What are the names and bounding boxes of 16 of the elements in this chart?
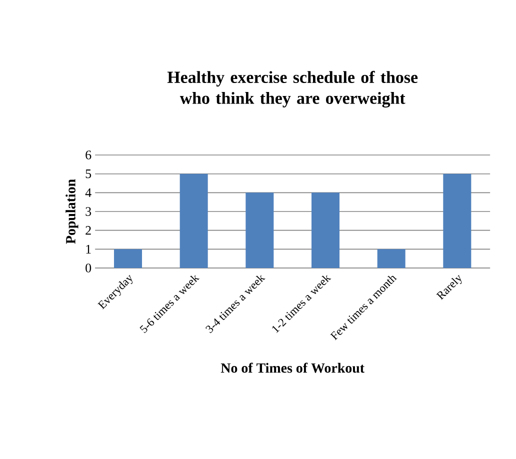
x-axis-title: No of Times of Workout [220,362,364,373]
y-tick-label: 4 [85,188,92,197]
bar [443,174,472,268]
y-axis-title: Population [66,179,78,244]
bar [312,192,340,268]
y-tick-label: 1 [86,244,91,254]
bar [246,192,274,268]
y-tick-label: 6 [86,150,92,160]
y-tick-label: 3 [86,207,92,216]
bar [114,249,142,268]
y-tick-label: 5 [86,170,92,178]
y-tick-label: 2 [86,226,91,235]
bar [180,174,208,268]
chart-title: Healthy exercise schedule of those who think they are overweight [167,70,418,108]
bar [377,249,406,268]
y-tick-label: 0 [86,264,92,272]
